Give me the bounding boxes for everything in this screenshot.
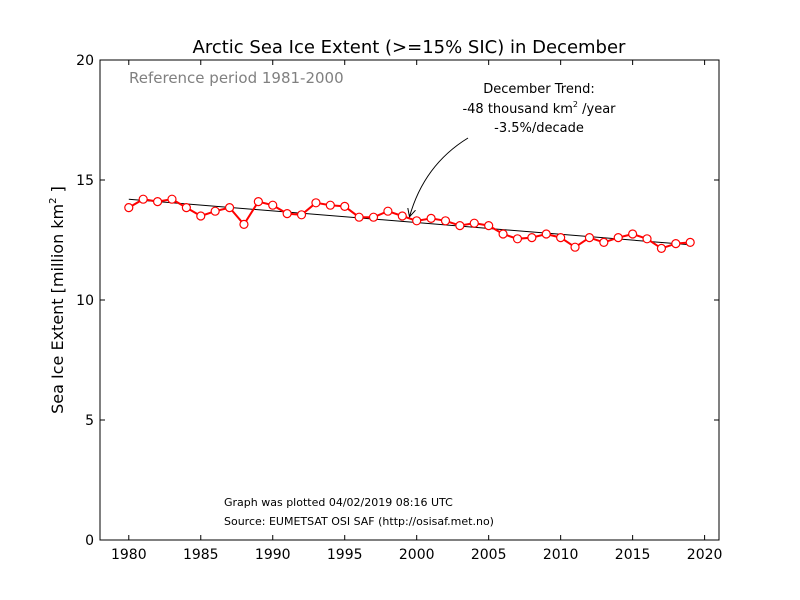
data-point [527, 233, 537, 243]
data-point [512, 234, 523, 244]
x-tick-label: 2020 [687, 547, 723, 563]
x-tick-label: 2000 [399, 547, 435, 563]
data-point [685, 237, 695, 247]
data-point [455, 221, 465, 231]
source-note: Source: EUMETSAT OSI SAF (http://osisaf.… [224, 515, 494, 528]
y-tick-label: 10 [76, 293, 94, 309]
data-point [383, 206, 393, 216]
data-point [642, 234, 652, 244]
y-tick-label: 15 [76, 173, 94, 189]
trend-annotation-line1: December Trend: [483, 82, 595, 97]
y-tick-label: 20 [76, 53, 94, 69]
trend-line [128, 198, 691, 246]
data-point [268, 200, 278, 210]
data-point [613, 233, 623, 243]
data-point [440, 216, 451, 226]
chart-title: Arctic Sea Ice Extent (>=15% SIC) in Dec… [193, 37, 627, 58]
x-tick-label: 1995 [327, 547, 363, 563]
data-point [469, 218, 479, 228]
data-point [253, 197, 263, 207]
axis-tick-labels: 1980 1985 1990 1995 2000 2005 2010 2015 20200510… [76, 53, 722, 563]
data-point [224, 203, 235, 213]
data-point [397, 211, 407, 221]
x-tick-label: 2005 [471, 547, 507, 563]
axis-ticks [100, 59, 719, 541]
data-point [311, 198, 321, 208]
y-tick-label: 0 [85, 533, 94, 549]
plotted-date-note: Graph was plotted 04/02/2019 08:16 UTC [224, 496, 453, 509]
y-axis-label: Sea Ice Extent [million km2 ] [48, 186, 67, 414]
data-point [628, 229, 638, 239]
series-markers [124, 194, 695, 253]
x-tick-label: 2015 [615, 547, 651, 563]
data-point [296, 210, 307, 220]
trend-annotation-line3: -3.5%/decade [494, 121, 584, 136]
data-point [210, 206, 220, 216]
data-point [656, 243, 667, 253]
x-tick-label: 1980 [111, 547, 147, 563]
reference-period-label: Reference period 1981-2000 [129, 69, 344, 87]
data-point [181, 203, 191, 213]
data-point [325, 200, 335, 210]
data-point [484, 221, 494, 231]
data-point [556, 233, 566, 243]
data-point [167, 194, 177, 204]
data-point [152, 197, 163, 207]
x-tick-label: 1985 [183, 547, 219, 563]
x-tick-label: 2010 [543, 547, 579, 563]
data-point [138, 194, 148, 204]
data-point [541, 229, 551, 239]
data-point [239, 219, 249, 229]
data-point [282, 209, 292, 219]
data-point [196, 211, 206, 221]
data-point [412, 216, 422, 226]
data-point [340, 201, 350, 211]
data-point [570, 242, 580, 252]
data-point [671, 239, 681, 249]
data-point [368, 212, 379, 222]
data-point [584, 233, 595, 243]
data-point [426, 213, 436, 223]
trend-annotation-line2: -48 thousand km2 /year [462, 100, 616, 117]
data-point [354, 212, 364, 222]
data-point [599, 237, 609, 247]
trend-annotation-arrow [410, 137, 469, 217]
data-point [498, 229, 508, 239]
series-line [128, 198, 691, 250]
x-tick-label: 1990 [255, 547, 291, 563]
plot-area [99, 59, 720, 541]
data-point [124, 203, 134, 213]
y-tick-label: 5 [85, 413, 94, 429]
